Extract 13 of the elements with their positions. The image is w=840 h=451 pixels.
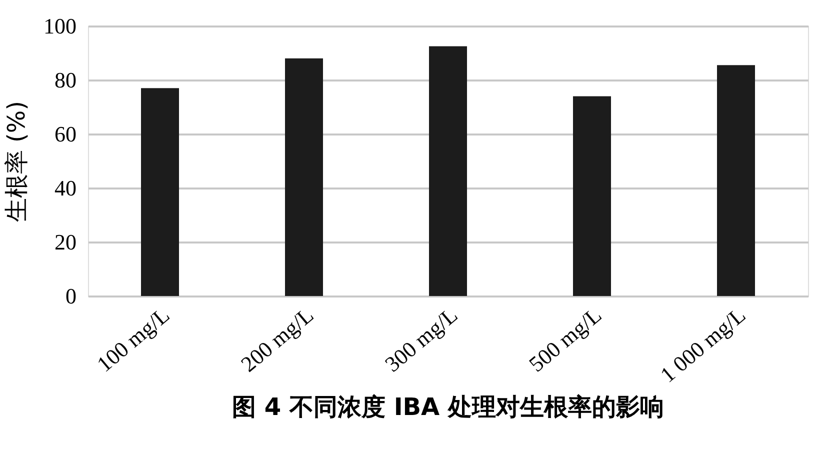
y-axis-title: 生根率 (%) (2, 100, 30, 222)
bar (285, 58, 323, 296)
bar (429, 46, 467, 296)
y-tick-label: 40 (54, 176, 76, 200)
text: 图 4 不同浓度 IBA 处理对生根率的影响 (232, 393, 664, 422)
y-tick-label: 20 (54, 230, 76, 254)
bar (573, 96, 611, 296)
bar (717, 65, 755, 296)
y-tick-label: 60 (54, 122, 76, 146)
bar (141, 88, 179, 296)
y-tick-label: 100 (44, 14, 76, 38)
y-tick-label: 0 (66, 284, 76, 308)
y-tick-label: 80 (54, 68, 76, 92)
